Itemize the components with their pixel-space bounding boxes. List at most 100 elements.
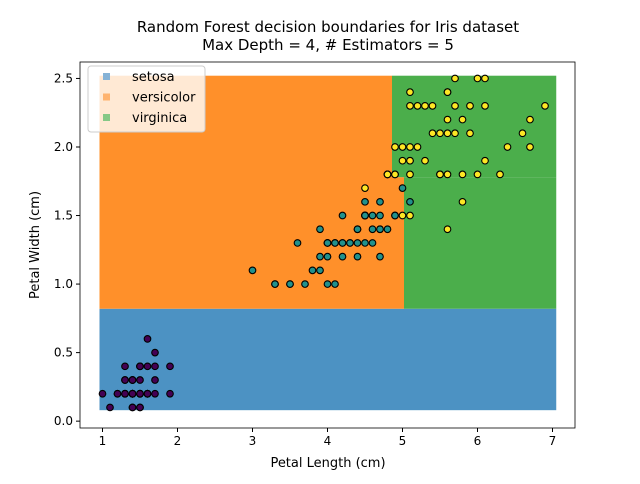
point-versicolor (338, 211, 347, 220)
point-setosa (121, 389, 129, 398)
y-tick-label: 0.0 (54, 414, 73, 428)
point-virginica (436, 129, 444, 138)
point-virginica (443, 88, 452, 97)
point-versicolor (248, 266, 257, 275)
point-versicolor (353, 225, 362, 234)
y-tick-label: 0.5 (54, 346, 73, 360)
y-axis: 0.0 0.5 1.0 1.5 2.0 2.5 (54, 71, 80, 428)
x-tick-label: 6 (474, 434, 482, 448)
point-virginica (406, 211, 414, 220)
point-versicolor (368, 225, 377, 234)
point-versicolor (271, 280, 279, 288)
x-tick-label: 5 (399, 434, 407, 448)
point-virginica (541, 102, 549, 110)
chart-title: Random Forest decision boundaries for Ir… (137, 18, 519, 36)
point-setosa (151, 362, 159, 371)
y-tick-label: 1.0 (54, 277, 73, 291)
point-virginica (526, 115, 534, 124)
y-axis-label: Petal Width (cm) (28, 191, 43, 299)
point-versicolor (331, 239, 339, 247)
point-virginica (436, 170, 444, 179)
point-versicolor (286, 280, 294, 288)
y-tick-label: 2.5 (54, 71, 73, 85)
point-virginica (406, 170, 414, 179)
point-versicolor (316, 225, 324, 234)
point-setosa (151, 376, 159, 384)
point-virginica (413, 102, 422, 110)
point-virginica (443, 129, 452, 138)
point-versicolor (338, 239, 347, 247)
point-virginica (451, 74, 459, 83)
point-setosa (151, 348, 159, 357)
point-setosa (136, 362, 144, 371)
point-virginica (398, 143, 407, 151)
point-versicolor (316, 266, 324, 275)
x-tick-label: 4 (324, 434, 332, 448)
point-virginica (503, 143, 512, 151)
point-versicolor (293, 239, 302, 247)
point-virginica (466, 129, 474, 138)
point-virginica (391, 143, 399, 151)
point-versicolor (323, 280, 332, 288)
region-setosa (99, 308, 557, 411)
point-versicolor (376, 252, 384, 261)
point-setosa (136, 389, 144, 398)
point-virginica (458, 197, 467, 206)
point-virginica (406, 102, 414, 110)
point-versicolor (398, 184, 407, 192)
point-virginica (518, 129, 527, 138)
point-versicolor (368, 211, 377, 220)
point-virginica (443, 225, 452, 234)
y-tick-label: 1.5 (54, 209, 73, 223)
point-versicolor (376, 211, 384, 220)
point-setosa (143, 335, 152, 343)
point-setosa (166, 362, 174, 371)
point-virginica (443, 115, 452, 124)
point-virginica (458, 115, 467, 124)
x-tick-label: 3 (249, 434, 257, 448)
point-versicolor (361, 211, 369, 220)
y-tick-label: 2.0 (54, 140, 73, 154)
point-versicolor (301, 280, 309, 288)
point-virginica (391, 170, 399, 179)
point-versicolor (391, 211, 399, 220)
point-virginica (398, 156, 407, 165)
point-virginica (406, 156, 414, 165)
point-virginica (398, 211, 407, 220)
point-setosa (98, 389, 107, 398)
x-tick-label: 7 (549, 434, 557, 448)
chart-subtitle: Max Depth = 4, # Estimators = 5 (202, 36, 454, 54)
point-setosa (136, 376, 144, 384)
point-versicolor (406, 197, 414, 206)
point-setosa (113, 389, 122, 398)
point-setosa (151, 389, 159, 398)
point-versicolor (323, 239, 332, 247)
region-virginica (392, 75, 557, 178)
point-setosa (128, 389, 137, 398)
point-versicolor (331, 280, 339, 288)
point-setosa (143, 362, 152, 371)
point-virginica (421, 102, 429, 110)
point-versicolor (383, 225, 392, 234)
point-setosa (166, 389, 174, 398)
legend-swatch-setosa (103, 73, 110, 80)
point-virginica (473, 170, 482, 179)
legend: setosa versicolor virginica (87, 65, 206, 133)
point-virginica (421, 156, 429, 165)
point-versicolor (376, 225, 384, 234)
point-setosa (121, 362, 129, 371)
point-versicolor (323, 252, 332, 261)
point-virginica (383, 170, 392, 179)
legend-label: setosa (132, 70, 175, 85)
point-versicolor (353, 252, 362, 261)
region-versicolor (392, 177, 404, 309)
point-virginica (481, 74, 489, 83)
point-virginica (443, 170, 452, 179)
point-virginica (413, 143, 422, 151)
point-versicolor (316, 252, 324, 261)
point-setosa (128, 403, 137, 412)
point-setosa (121, 376, 129, 384)
point-virginica (526, 143, 534, 151)
point-versicolor (361, 239, 369, 247)
